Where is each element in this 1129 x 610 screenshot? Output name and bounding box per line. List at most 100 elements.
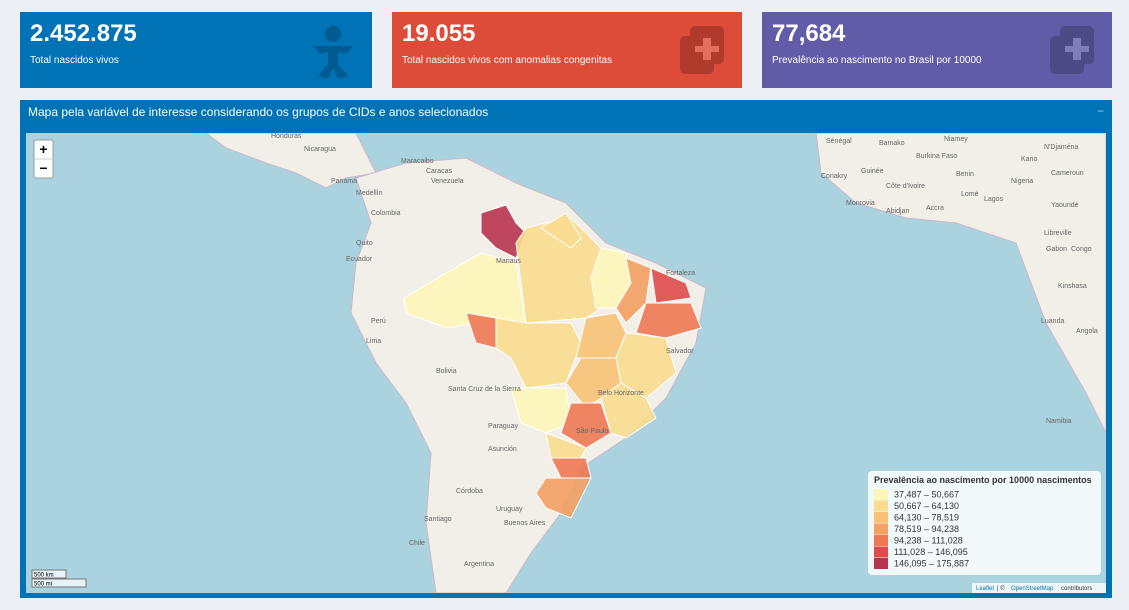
zoom-out[interactable]: − [39,160,47,176]
zoom-control: + − [33,139,54,179]
place-label: Monrovia [846,200,875,207]
icon [680,26,724,74]
place-label: Luanda [1041,318,1064,325]
place-label: Lagos [984,196,1004,203]
legend-label: 50,667 – 64,130 [894,501,959,511]
value-box: 2.452.875 Total nascidos vivos [20,12,372,88]
place-label: Maracaibo [401,158,434,165]
place-label: Salvador [666,348,694,355]
place-label: Caracas [426,168,453,175]
place-label: Burkina Faso [916,153,957,160]
suffix: contributors [1061,586,1092,592]
place-label: Libreville [1044,230,1072,237]
land [815,133,1106,434]
place-label: Namibia [1046,418,1072,425]
place-label: Angola [1076,328,1098,335]
value: 19.055 [402,20,476,47]
label: Total nascidos vivos [30,55,119,66]
place-label: Côte d'Ivoire [886,183,925,190]
place-label: Chile [409,540,425,547]
place-label: Guinée [861,168,884,175]
place-label: Asunción [488,446,517,453]
place-label: Sénégal [826,138,852,145]
icon [1050,26,1094,74]
label: Total nascidos vivos com anomalias conge… [402,55,613,66]
separator: | © [997,585,1005,592]
place-label: Quito [356,240,373,247]
collapse-button[interactable]: − [1096,104,1104,118]
scale-mi: 500 mi [34,582,52,588]
scale-bar [31,578,87,588]
place-label: Manaus [496,258,521,265]
place-label: Nigeria [1011,178,1033,185]
zoom-in[interactable]: + [39,141,47,157]
place-label: Buenos Aires [504,520,546,527]
place-label: Nicaragua [304,146,336,153]
state [635,302,702,339]
legend-swatch [874,512,888,523]
place-label: Santa Cruz de la Sierra [448,386,521,393]
place-label: Kinshasa [1058,283,1087,290]
scale-km: 500 km [34,573,54,579]
place-label: Abidjan [886,208,909,215]
legend-label: 64,130 – 78,519 [894,513,959,523]
state [510,387,572,434]
place-label: Yaoundé [1051,202,1079,209]
map-box: Mapa pela variável de interesse consider… [20,100,1112,598]
place-label: Panamá [331,178,357,185]
land [205,133,377,189]
legend-label: 111,028 – 146,095 [894,547,968,557]
place-label: Belo Horizonte [598,390,644,397]
legend-swatch [874,523,888,535]
legend-label: 37,487 – 50,667 [894,490,959,500]
attribution-box [972,583,1106,593]
place-label: Congo [1071,246,1092,253]
legend-swatch [874,500,888,512]
link[interactable]: OpenStreetMap [1011,586,1054,592]
place-label: Niamey [944,136,968,143]
value-box: 19.055 Total nascidos vivos com anomalia… [392,12,742,88]
place-label: N'Djaména [1044,144,1079,151]
place-label: Medellín [356,190,383,197]
label: Prevalência ao nascimento no Brasil por … [772,55,982,66]
place-label: Honduras [271,133,302,140]
value: 2.452.875 [30,20,137,47]
legend-title: Prevalência ao nascimento por 10000 nasc… [874,475,1092,485]
scale: 500 km 500 mi [31,569,87,588]
place-label: Paraguay [488,423,518,430]
place-label: Benin [956,171,974,178]
link[interactable]: Leaflet [976,586,994,592]
place-label: Bamako [879,140,905,147]
place-label: Colombia [371,210,401,217]
place-label: Lomé [961,191,979,198]
legend-swatch [874,546,888,558]
legend-box [868,471,1101,575]
legend-swatch [874,558,888,569]
place-label: Córdoba [456,488,483,495]
legend-label: 94,238 – 111,028 [894,536,963,546]
place-label: Bolivia [436,368,457,375]
place-label: Uruguay [496,506,523,513]
place-label: Gabon [1046,246,1067,253]
place-label: São Paulo [576,428,608,435]
box-title: Mapa pela variável de interesse consider… [28,105,489,119]
scale-bar [31,569,67,579]
place-label: Lima [366,338,381,345]
place-label: Ecuador [346,256,373,263]
legend-label: 146,095 – 175,887 [894,559,969,569]
place-label: Venezuela [431,178,464,185]
attribution: Leaflet | © OpenStreetMap contributors [972,583,1106,593]
place-label: Accra [926,205,944,212]
state [650,267,692,304]
place-label: Santiago [424,516,452,523]
legend: Prevalência ao nascimento por 10000 nasc… [868,471,1101,575]
place-label: Cameroun [1051,170,1084,177]
legend-swatch [874,535,888,546]
place-label: Argentina [464,561,494,568]
place-label: Perú [371,318,386,325]
state [560,402,612,449]
value-box: 77,684 Prevalência ao nascimento no Bras… [762,12,1112,88]
state [535,477,592,519]
